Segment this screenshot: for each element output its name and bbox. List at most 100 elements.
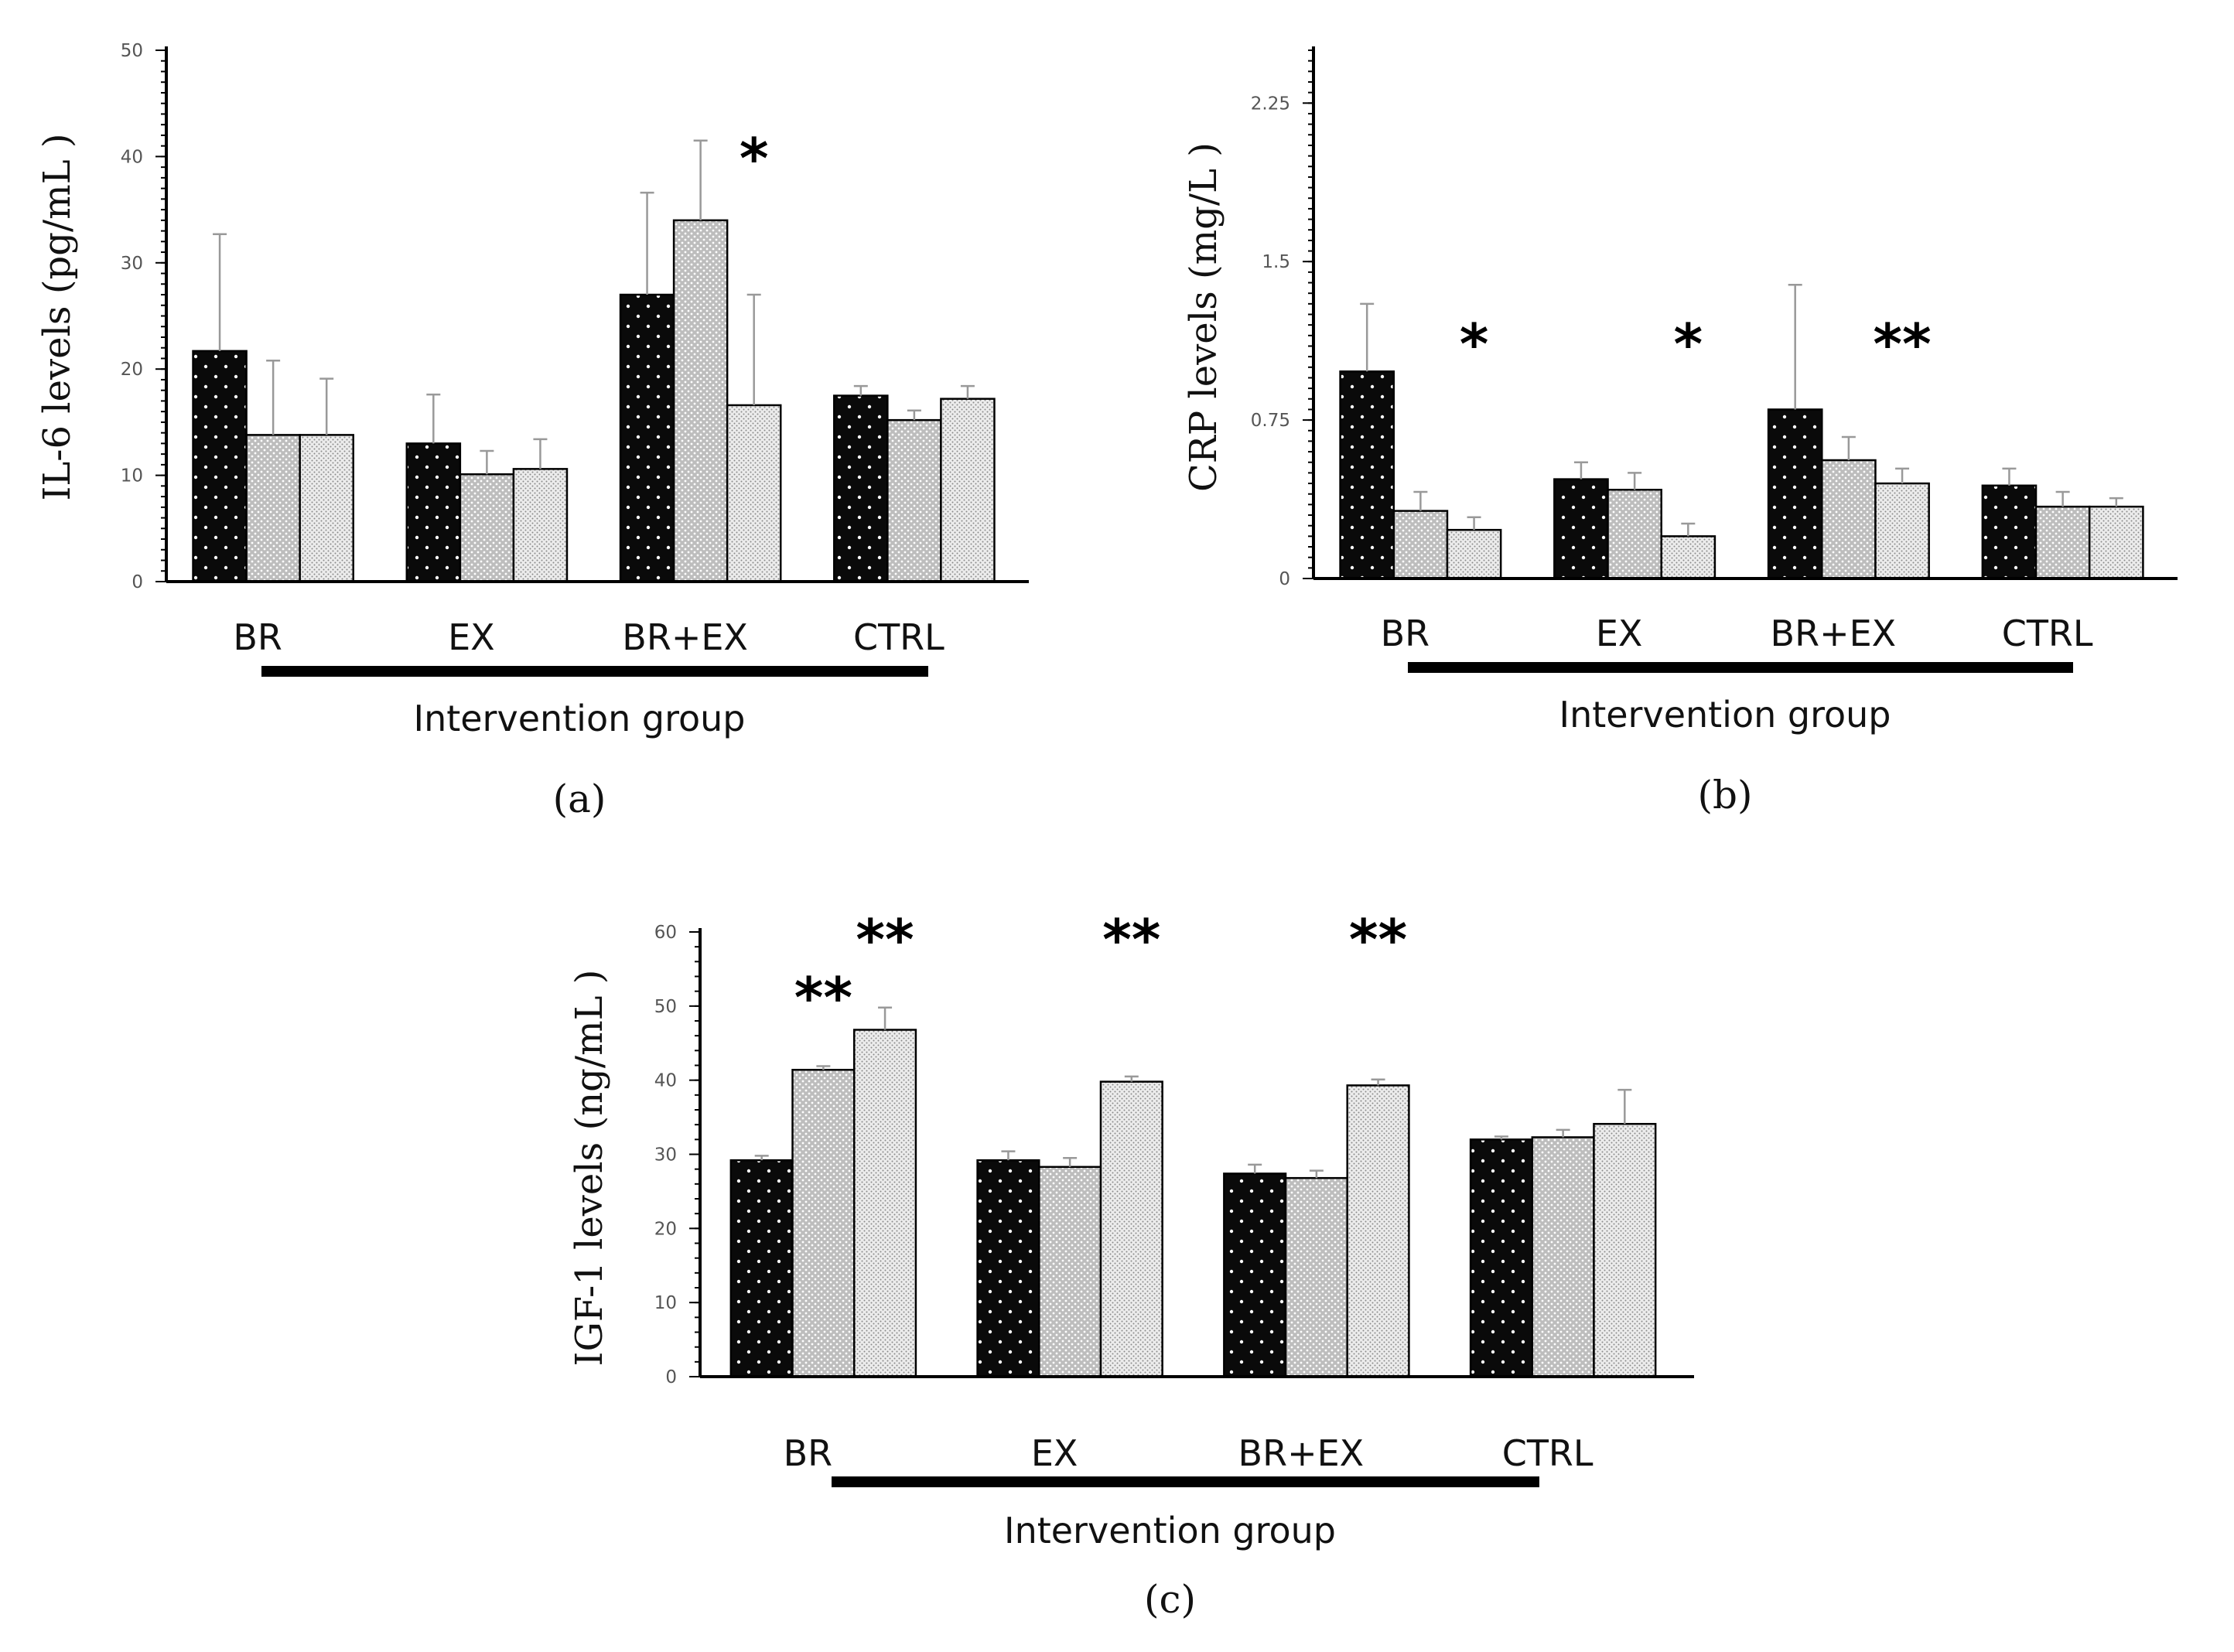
bar-br-s2	[791, 1069, 856, 1378]
error-bar	[746, 293, 761, 405]
category-label: CTRL	[1502, 1432, 1594, 1474]
bar-br-ex-s3	[1874, 482, 1930, 580]
bar-ex-s1	[976, 1159, 1040, 1378]
bar-br-s1	[729, 1159, 794, 1378]
error-bar	[426, 393, 441, 444]
y-tick-label: 0.75	[1251, 411, 1290, 431]
error-bar	[533, 438, 548, 469]
bar-br-ex-s2	[672, 219, 729, 583]
error-bar	[754, 1155, 769, 1161]
error-bar	[640, 191, 654, 295]
category-label: EX	[1596, 613, 1643, 654]
bar-ctrl-s3	[940, 398, 996, 583]
chart-panel-b: 0 0.75 1.5 2.25 BR EX BR+EX CTRL Intervention gr…	[1182, 46, 2178, 817]
error-bar	[1309, 1169, 1324, 1179]
y-tick-label: 0	[1279, 569, 1290, 589]
y-tick-label: 40	[654, 1071, 677, 1091]
error-bar	[960, 384, 975, 399]
y-tick-label: 10	[654, 1293, 677, 1313]
y-tick-label: 0	[132, 572, 143, 592]
category-label: BR+EX	[1238, 1432, 1365, 1474]
y-tick-label: 50	[121, 41, 143, 61]
bar-ex-s3	[1099, 1080, 1163, 1378]
bar-br-ex-s2	[1821, 459, 1877, 580]
category-label: EX	[1031, 1432, 1078, 1474]
bar-ctrl-s2	[2034, 505, 2091, 580]
error-bar	[1063, 1157, 1078, 1167]
error-bar	[1124, 1075, 1139, 1082]
error-bar	[816, 1065, 831, 1070]
category-label: CTRL	[853, 616, 944, 658]
panel-label: (c)	[1144, 1577, 1196, 1622]
chart-panel-a: 0 10 20 30 40 50 BR EX BR+EX CTRL Intervention gro…	[36, 41, 1029, 821]
y-tick-label: 2.25	[1251, 94, 1290, 114]
bar-ex-s2	[1038, 1166, 1102, 1378]
error-bar	[2109, 497, 2123, 507]
bar-br-ex-s3	[726, 404, 782, 583]
error-bar	[1573, 461, 1588, 480]
bar-ctrl-s1	[1981, 484, 2038, 580]
error-bar	[1360, 302, 1375, 372]
significance-marker: *	[1673, 312, 1703, 377]
y-tick-label: 60	[654, 923, 677, 943]
bar-br-s3	[852, 1029, 917, 1378]
chart-panel-c: 0 10 20 30 40 50 60 BR EX BR+EX CTRL Intervention g…	[568, 907, 1694, 1622]
y-tick-label: 40	[121, 147, 143, 167]
error-bar	[853, 384, 868, 396]
error-bar	[266, 359, 281, 435]
significance-marker: **	[1102, 907, 1160, 972]
y-tick-label: 20	[654, 1219, 677, 1239]
category-label: BR+EX	[622, 616, 748, 658]
bar-ctrl-s1	[1469, 1138, 1534, 1378]
bar-ctrl-s3	[2088, 505, 2144, 580]
category-label: BR	[1381, 613, 1430, 654]
error-bar	[878, 1006, 893, 1030]
bar-br-ex-s2	[1284, 1176, 1348, 1378]
y-tick-label: 20	[121, 360, 143, 380]
category-label: EX	[448, 616, 495, 658]
bar-br-s1	[1339, 370, 1395, 580]
bar-ex-s2	[459, 473, 515, 583]
bar-br-s3	[299, 434, 354, 583]
error-bar	[1681, 522, 1696, 537]
bar-ex-s2	[1607, 489, 1662, 580]
y-tick-label: 0	[665, 1367, 677, 1387]
x-axis-label: Intervention group	[414, 698, 746, 739]
significance-marker: *	[740, 126, 769, 191]
bar-br-s2	[245, 434, 301, 583]
error-bar	[319, 377, 334, 435]
category-label: BR	[233, 616, 282, 658]
significance-marker: *	[1460, 312, 1489, 377]
error-bar	[1895, 467, 1910, 484]
bar-ctrl-s1	[833, 394, 889, 583]
bar-br-ex-s3	[1346, 1084, 1410, 1378]
bar-br-ex-s1	[619, 293, 675, 583]
y-tick-label: 10	[121, 466, 143, 486]
significance-marker: **	[856, 907, 914, 972]
error-bar	[1467, 516, 1481, 531]
error-bar	[693, 139, 708, 220]
panel-label: (a)	[553, 777, 606, 821]
bar-br-s2	[1392, 510, 1449, 580]
bar-br-ex-s1	[1223, 1172, 1287, 1378]
error-bar	[1371, 1078, 1385, 1086]
bar-br-ex-s1	[1767, 408, 1823, 580]
significance-marker: **	[1873, 312, 1931, 377]
error-bar	[907, 409, 921, 421]
bar-ex-s3	[1660, 535, 1716, 580]
error-bar	[1494, 1135, 1508, 1140]
y-axis-label: IGF-1 levels (ng/mL )	[568, 970, 611, 1367]
panel-label: (b)	[1697, 773, 1752, 817]
bar-br-s3	[1446, 528, 1502, 580]
error-bar	[480, 449, 494, 475]
bar-br-s1	[192, 350, 248, 583]
bar-ex-s3	[512, 468, 569, 583]
y-tick-label: 30	[121, 254, 143, 274]
error-bar	[213, 233, 227, 351]
y-tick-label: 30	[654, 1145, 677, 1166]
category-label: BR+EX	[1771, 613, 1897, 654]
error-bar	[1628, 472, 1642, 490]
error-bar	[2002, 467, 2017, 486]
bar-ctrl-s2	[1531, 1136, 1595, 1378]
